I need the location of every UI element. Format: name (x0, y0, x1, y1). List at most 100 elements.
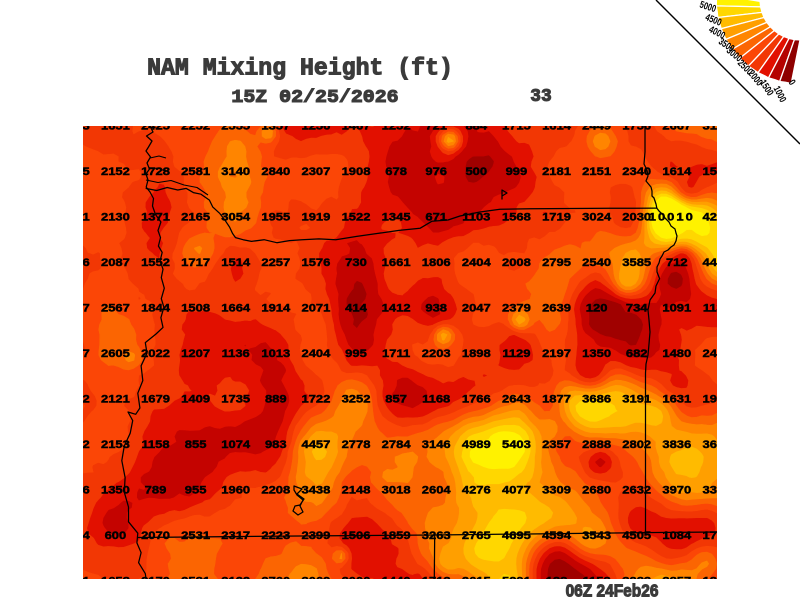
svg-text:1522: 1522 (342, 210, 371, 223)
svg-text:789: 789 (145, 483, 167, 496)
svg-text:2181: 2181 (542, 165, 571, 178)
svg-text:889: 889 (265, 392, 287, 405)
svg-text:1480: 1480 (662, 347, 691, 360)
svg-text:2540: 2540 (582, 256, 611, 269)
svg-text:1552: 1552 (141, 256, 170, 269)
svg-text:2071: 2071 (301, 301, 330, 314)
svg-text:2208: 2208 (261, 483, 290, 496)
svg-text:2197: 2197 (542, 347, 571, 360)
svg-text:2840: 2840 (261, 165, 290, 178)
svg-text:2615: 2615 (462, 574, 491, 587)
svg-text:2340: 2340 (622, 165, 651, 178)
svg-text:1514: 1514 (221, 256, 250, 269)
svg-text:2667: 2667 (662, 119, 691, 132)
svg-text:1664: 1664 (221, 301, 250, 314)
svg-text:1661: 1661 (382, 256, 411, 269)
svg-text:3263: 3263 (422, 529, 451, 542)
svg-text:2643: 2643 (502, 392, 531, 405)
svg-text:3140: 3140 (221, 165, 250, 178)
svg-text:4695: 4695 (502, 529, 531, 542)
svg-text:1614: 1614 (662, 165, 691, 178)
svg-text:600: 600 (105, 529, 127, 542)
svg-text:3018: 3018 (382, 483, 411, 496)
svg-text:3252: 3252 (342, 392, 371, 405)
svg-text:2399: 2399 (301, 529, 330, 542)
svg-text:414: 414 (345, 301, 367, 314)
svg-text:1711: 1711 (382, 347, 410, 360)
svg-text:3360: 3360 (702, 483, 731, 496)
svg-text:1409: 1409 (181, 392, 210, 405)
svg-text:4989: 4989 (462, 438, 491, 451)
svg-text:2151: 2151 (582, 165, 611, 178)
svg-text:3191: 3191 (622, 392, 651, 405)
svg-text:1713: 1713 (422, 574, 451, 587)
svg-text:1568: 1568 (502, 210, 531, 223)
svg-text:4260: 4260 (702, 210, 731, 223)
svg-text:3686: 3686 (582, 392, 611, 405)
svg-text:2152: 2152 (101, 165, 130, 178)
svg-text:2022: 2022 (141, 347, 170, 360)
svg-text:1256: 1256 (301, 119, 330, 132)
svg-text:2802: 2802 (622, 438, 651, 451)
svg-text:955: 955 (185, 483, 207, 496)
svg-text:1750: 1750 (702, 529, 731, 542)
svg-text:188: 188 (546, 574, 568, 587)
svg-text:2795: 2795 (542, 256, 571, 269)
svg-text:3585: 3585 (622, 256, 651, 269)
svg-text:1508: 1508 (181, 301, 210, 314)
svg-text:1902: 1902 (61, 392, 90, 405)
svg-text:721: 721 (425, 119, 447, 132)
svg-text:1920: 1920 (702, 392, 731, 405)
svg-text:4594: 4594 (542, 529, 571, 542)
svg-text:2252: 2252 (181, 119, 210, 132)
svg-text:682: 682 (626, 347, 648, 360)
svg-text:2203: 2203 (422, 347, 451, 360)
svg-text:2155: 2155 (61, 165, 90, 178)
svg-text:2357: 2357 (542, 438, 571, 451)
svg-text:1800: 1800 (702, 574, 731, 587)
svg-text:1877: 1877 (542, 392, 571, 405)
svg-text:1136: 1136 (222, 347, 250, 360)
svg-text:2604: 2604 (422, 483, 451, 496)
svg-text:1908: 1908 (342, 165, 371, 178)
svg-text:3857: 3857 (662, 574, 691, 587)
svg-text:1936: 1936 (61, 483, 90, 496)
svg-text:4077: 4077 (502, 483, 531, 496)
svg-text:1000: 1000 (771, 84, 789, 104)
svg-text:2778: 2778 (342, 438, 371, 451)
svg-text:3309: 3309 (542, 483, 571, 496)
svg-text:4470: 4470 (702, 256, 731, 269)
svg-text:976: 976 (425, 165, 447, 178)
svg-text:2223: 2223 (261, 529, 290, 542)
svg-text:2379: 2379 (502, 301, 531, 314)
svg-text:1876: 1876 (61, 256, 90, 269)
svg-text:2317: 2317 (221, 529, 250, 542)
svg-text:678: 678 (385, 165, 407, 178)
svg-text:1440: 1440 (382, 574, 411, 587)
svg-text:1719: 1719 (542, 210, 571, 223)
svg-text:2460: 2460 (702, 347, 731, 360)
svg-text:1371: 1371 (141, 210, 170, 223)
svg-text:2121: 2121 (101, 392, 130, 405)
svg-text:3100: 3100 (702, 119, 731, 132)
svg-text:1103: 1103 (462, 210, 490, 223)
svg-text:3283: 3283 (622, 574, 651, 587)
svg-text:1901: 1901 (61, 574, 90, 587)
svg-text:1766: 1766 (462, 392, 491, 405)
svg-text:2632: 2632 (622, 483, 651, 496)
svg-text:1252: 1252 (382, 119, 411, 132)
svg-text:855: 855 (185, 438, 207, 451)
svg-text:1735: 1735 (221, 392, 250, 405)
svg-text:4505: 4505 (622, 529, 651, 542)
svg-text:2404: 2404 (301, 347, 330, 360)
svg-text:5000: 5000 (698, 0, 717, 15)
svg-text:4457: 4457 (301, 438, 330, 451)
svg-text:2130: 2130 (101, 210, 130, 223)
svg-text:1631: 1631 (662, 392, 691, 405)
svg-text:2784: 2784 (382, 438, 411, 451)
svg-text:3836: 3836 (662, 438, 691, 451)
svg-text:2008: 2008 (502, 256, 531, 269)
svg-text:2087: 2087 (101, 256, 130, 269)
svg-text:1357: 1357 (261, 119, 290, 132)
svg-text:671: 671 (425, 210, 447, 223)
